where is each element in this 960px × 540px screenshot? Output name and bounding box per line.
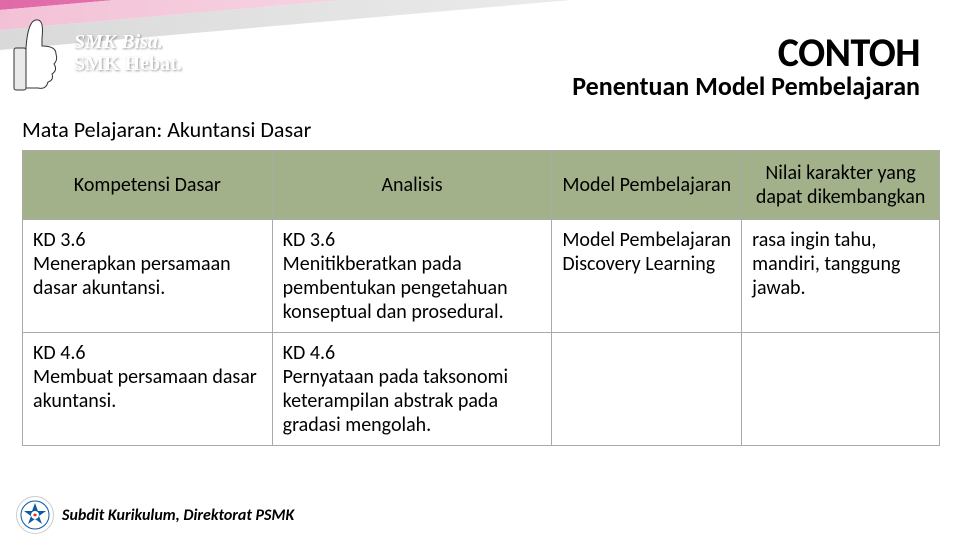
cell: rasa ingin tahu, mandiri, tanggung jawab… [742, 220, 940, 333]
cell: KD 4.6Pernyataan pada taksonomi keteramp… [272, 333, 552, 446]
col-header-2: Analisis [272, 151, 552, 220]
table-row: KD 4.6Membuat persamaan dasar akuntansi.… [23, 333, 940, 446]
cell [742, 333, 940, 446]
footer: Subdit Kurikulum, Direktorat PSMK [16, 496, 294, 534]
logo-block: SMK Bisa. SMK Hebat. [8, 8, 182, 98]
footer-text: Subdit Kurikulum, Direktorat PSMK [62, 506, 294, 525]
cell: Model Pembelajaran Discovery Learning [552, 220, 742, 333]
cell [552, 333, 742, 446]
logo-text: SMK Bisa. SMK Hebat. [74, 31, 182, 75]
content-table: Kompetensi Dasar Analisis Model Pembelaj… [22, 150, 940, 446]
col-header-4: Nilai karakter yang dapat dikembangkan [742, 151, 940, 220]
logo-line1: SMK Bisa. [74, 31, 182, 53]
logo-line2: SMK Hebat. [74, 53, 182, 75]
col-header-3: Model Pembelajaran [552, 151, 742, 220]
cell: KD 3.6Menitikberatkan pada pembentukan p… [272, 220, 552, 333]
cell: KD 3.6Menerapkan persamaan dasar akuntan… [23, 220, 273, 333]
ministry-logo-icon [16, 496, 54, 534]
thumbs-up-icon [8, 8, 68, 98]
col-header-1: Kompetensi Dasar [23, 151, 273, 220]
slide-subtitle: Penentuan Model Pembelajaran [572, 70, 920, 102]
table-header-row: Kompetensi Dasar Analisis Model Pembelaj… [23, 151, 940, 220]
cell: KD 4.6Membuat persamaan dasar akuntansi. [23, 333, 273, 446]
subject-label: Mata Pelajaran: Akuntansi Dasar [22, 116, 311, 143]
table-row: KD 3.6Menerapkan persamaan dasar akuntan… [23, 220, 940, 333]
